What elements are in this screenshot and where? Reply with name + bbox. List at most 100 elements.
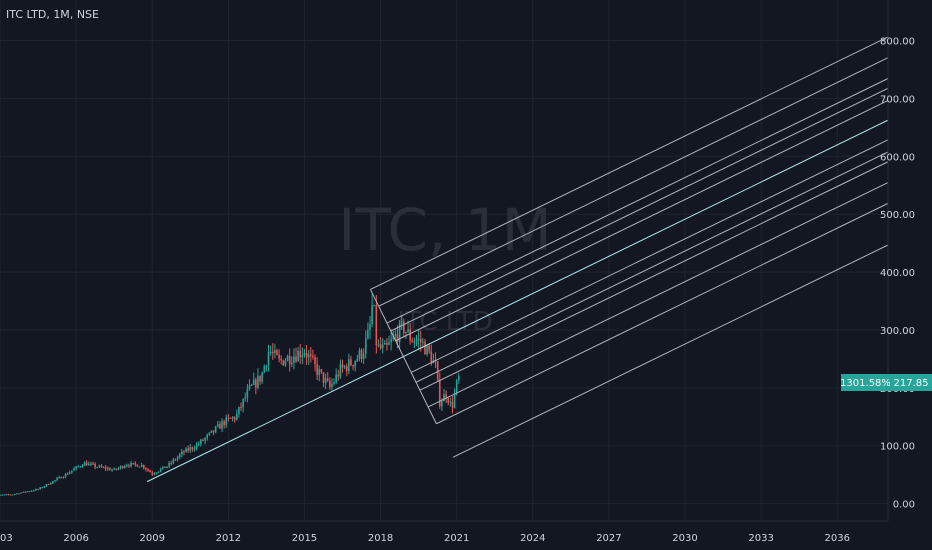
candle-body — [409, 329, 411, 341]
pitchfork-level-line[interactable] — [378, 57, 889, 307]
candle-body — [68, 472, 71, 474]
candle-body — [41, 487, 44, 489]
candle-body — [200, 439, 202, 445]
candle-body — [98, 465, 101, 468]
pitchfork-outer-line[interactable] — [370, 36, 889, 290]
candle-body — [407, 329, 409, 333]
candle-body — [261, 372, 263, 382]
title-separator-2: , — [69, 8, 77, 21]
candle-body — [236, 413, 238, 420]
candle-body — [178, 454, 181, 458]
candle-body — [85, 462, 88, 466]
candle-body — [356, 358, 359, 362]
candle-body — [181, 451, 183, 455]
candle-body — [94, 463, 96, 468]
candle-body — [219, 424, 221, 429]
pitchfork-level-line[interactable] — [419, 161, 889, 391]
candle-body — [145, 468, 147, 470]
pitchfork-level-line[interactable] — [436, 202, 889, 425]
price-axis[interactable]: 0.00100.00200.00300.00400.00500.00600.00… — [880, 37, 915, 511]
candle-body — [216, 424, 219, 427]
x-tick-label: 2027 — [596, 533, 621, 544]
candle-body — [297, 350, 299, 362]
candle-body — [316, 364, 318, 375]
candle-body — [341, 364, 344, 368]
candle-body — [155, 472, 158, 474]
candle-body — [195, 444, 198, 449]
candle-body — [197, 444, 200, 446]
candle-body — [259, 375, 261, 382]
pitchfork-level-line[interactable] — [390, 87, 889, 332]
candle-body — [185, 448, 187, 453]
percent-badge: 1301.58% — [840, 378, 891, 389]
fib-pitchfork[interactable] — [146, 36, 889, 483]
pitchfork-base[interactable] — [369, 289, 437, 424]
candle-body — [331, 383, 333, 388]
x-tick-label: 2006 — [63, 533, 88, 544]
pitchfork-outer-line[interactable] — [452, 244, 889, 458]
candle-body — [284, 361, 287, 366]
candle-body — [210, 430, 213, 433]
candle-body — [449, 401, 452, 403]
chart-title: ITC LTD, 1M, NSE — [6, 8, 99, 21]
candle-body — [130, 462, 132, 467]
candle-body — [329, 380, 331, 388]
candle-body — [369, 323, 371, 330]
candle-body — [79, 466, 82, 468]
x-tick-label: 2024 — [520, 533, 545, 544]
pitchfork-level-line[interactable] — [386, 78, 889, 324]
candle-body — [403, 321, 405, 334]
candle-body — [111, 469, 113, 471]
time-axis[interactable]: 2003 2006 2009 2012 2015 2018 2021 2024 2027 2030… — [0, 533, 850, 544]
candle-body — [436, 361, 439, 380]
candle-body — [458, 376, 460, 381]
pitchfork-median-line[interactable] — [403, 119, 889, 358]
candle-body — [183, 451, 185, 453]
candle-body — [352, 365, 354, 367]
x-tick-label: 2009 — [140, 533, 165, 544]
candle-body — [153, 473, 156, 475]
candle-body — [269, 351, 272, 353]
candle-body — [73, 468, 75, 471]
candle-body — [64, 473, 67, 478]
candle-body — [37, 489, 39, 491]
symbol-watermark: ITC, 1M — [338, 196, 551, 264]
pitchfork-level-line[interactable] — [415, 151, 889, 383]
candle-body — [162, 466, 164, 469]
candle-body — [223, 421, 225, 426]
symbol-name: ITC LTD — [6, 8, 47, 21]
candle-body — [66, 473, 69, 475]
pitchfork-level-line[interactable] — [410, 139, 889, 373]
candle-body — [267, 352, 270, 366]
candle-body — [345, 366, 348, 372]
candle-body — [398, 323, 401, 342]
candle-body — [33, 490, 35, 492]
candle-body — [9, 494, 12, 496]
y-tick-label: 700.00 — [880, 94, 915, 105]
candle-body — [250, 384, 253, 386]
candle-body — [451, 401, 454, 408]
pitchfork-handle[interactable] — [146, 356, 404, 483]
y-tick-label: 0.00 — [893, 500, 915, 511]
candle-body — [390, 339, 392, 343]
pitchfork-level-line[interactable] — [395, 100, 889, 342]
candle-body — [295, 356, 297, 362]
candle-body — [424, 341, 426, 355]
candle-body — [430, 351, 433, 364]
candle-body — [445, 394, 447, 399]
candle-body — [140, 464, 143, 467]
candle-body — [371, 305, 373, 324]
candle-body — [83, 462, 86, 466]
candle-body — [358, 350, 361, 359]
candle-body — [5, 494, 8, 496]
candle-body — [229, 417, 232, 419]
candle-body — [350, 359, 352, 366]
candle-body — [274, 350, 276, 353]
candlestick-series — [0, 293, 460, 496]
candle-body — [314, 357, 316, 365]
candle-body — [77, 466, 80, 468]
pitchfork-level-line[interactable] — [427, 182, 889, 408]
candle-body — [415, 340, 418, 342]
x-tick-label: 2021 — [444, 533, 469, 544]
